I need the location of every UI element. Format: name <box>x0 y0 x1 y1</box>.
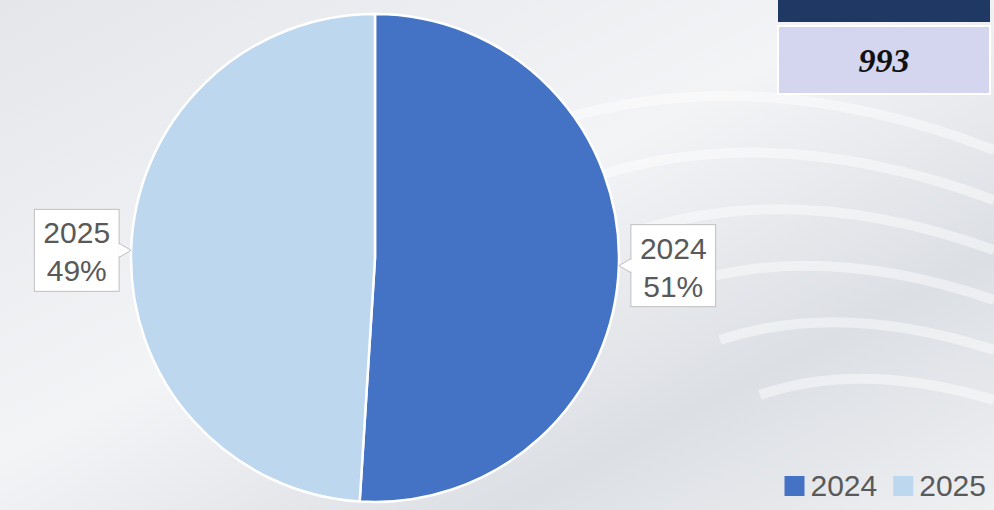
label-pointer <box>619 259 631 273</box>
background-streak <box>600 153 994 200</box>
background-streak <box>720 322 994 350</box>
legend-swatch <box>785 476 805 496</box>
label-category: 2024 <box>640 232 707 265</box>
pie-slice <box>360 14 619 502</box>
data-label: 2025 49% <box>34 209 131 291</box>
label-box <box>34 209 119 291</box>
pie-slice <box>131 14 375 502</box>
annotation-text: 993 <box>859 42 910 79</box>
pie <box>131 14 619 502</box>
legend-label: 2024 <box>811 469 878 502</box>
annotation-box <box>778 26 990 94</box>
background <box>0 0 994 510</box>
label-pointer <box>119 243 131 257</box>
data-label: 2024 51% <box>619 225 716 307</box>
annotation-header <box>778 0 990 22</box>
label-value: 51% <box>643 270 703 303</box>
background-streak <box>760 379 994 400</box>
pointer-join <box>630 260 632 272</box>
background-streak <box>680 266 994 300</box>
legend-label: 2025 <box>919 469 986 502</box>
background-streak <box>560 96 994 150</box>
pointer-join <box>118 244 120 256</box>
legend-swatch <box>893 476 913 496</box>
label-value: 49% <box>47 254 107 287</box>
label-box <box>631 225 716 307</box>
legend: 2024 2025 <box>785 469 987 502</box>
chart-root: 993 2024 51% 2025 49% 2024 2025 <box>0 0 994 510</box>
label-category: 2025 <box>43 216 110 249</box>
